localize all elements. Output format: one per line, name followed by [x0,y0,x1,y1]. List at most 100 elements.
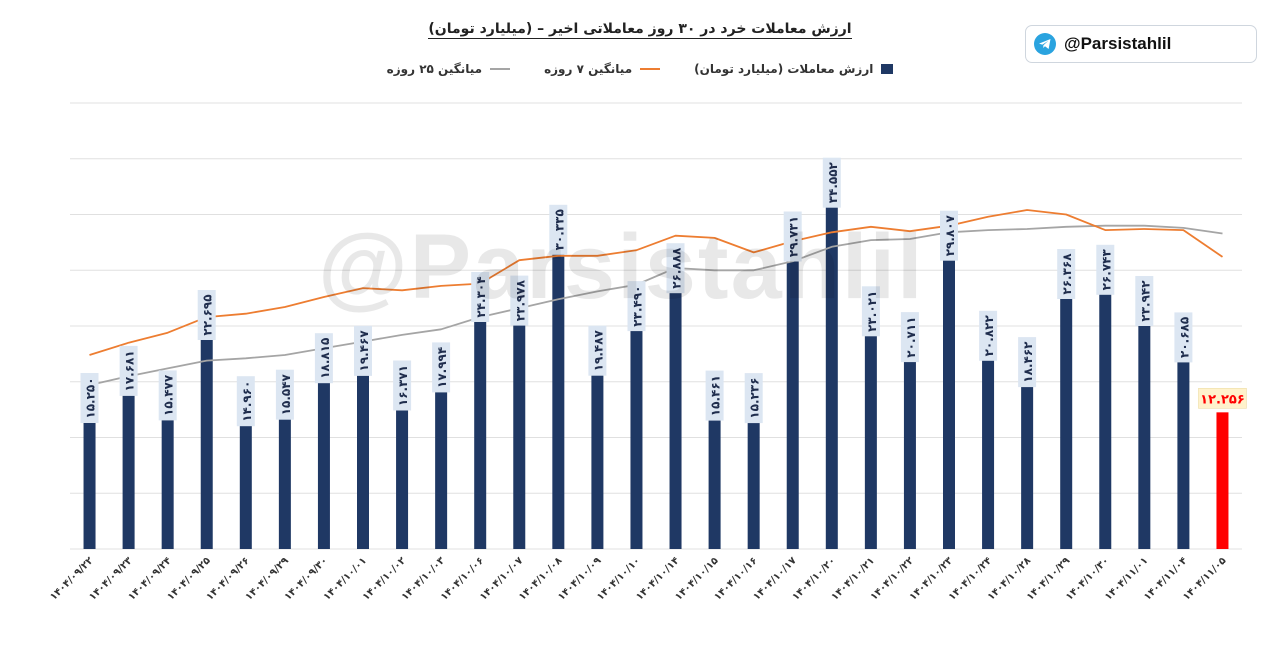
svg-text:۲۳.۴۹۰: ۲۳.۴۹۰ [631,286,645,327]
value-label-24: ۱۸.۴۶۲ [1018,337,1037,388]
bar-20 [864,292,877,549]
value-label-21: ۲۰.۷۱۱ [900,312,919,363]
svg-text:۲۰.۷۱۱: ۲۰.۷۱۱ [904,317,918,358]
legend-item-ma25: میانگین ۲۵ روزه [386,62,511,76]
svg-text:۱۵.۴۷۷: ۱۵.۴۷۷ [162,374,176,416]
line-ma25 [89,224,1223,386]
bar-18 [786,217,799,550]
value-label-20: ۲۳.۰۲۱ [861,286,880,337]
svg-text:۱۷.۶۸۱: ۱۷.۶۸۱ [123,350,137,391]
svg-text:۱۵.۵۴۷: ۱۵.۵۴۷ [279,373,293,415]
line-ma7 [89,209,1224,356]
value-label-10: ۲۴.۳۰۴ [471,272,490,322]
bar-21 [903,318,916,549]
bar-19 [825,163,838,550]
svg-text:۱۶.۳۷۱: ۱۶.۳۷۱ [396,365,410,406]
svg-text:۲۳.۹۴۲: ۲۳.۹۴۲ [1138,280,1152,322]
svg-text:۲۶.۸۸۸: ۲۶.۸۸۸ [670,247,684,289]
legend-label-ma7: میانگین ۷ روزه [544,62,633,76]
svg-text:۲۹.۸۰۷: ۲۹.۸۰۷ [943,214,957,256]
svg-text:۱۷.۹۹۴: ۱۷.۹۹۴ [435,347,449,388]
bar-28 [1177,318,1190,549]
bar-23 [982,316,995,549]
bar-10 [474,278,487,549]
value-label-6: ۱۸.۸۱۵ [314,333,333,384]
bar-7 [357,331,369,549]
legend-item-ma7: میانگین ۷ روزه [544,62,661,76]
bar-29 [1216,412,1229,549]
value-label-1: ۱۷.۶۸۱ [119,345,138,396]
value-label-8: ۱۶.۳۷۱ [393,360,412,411]
value-label-7: ۱۹.۴۶۷ [354,325,372,376]
value-label-29: ۱۲.۲۵۶ [1198,388,1247,409]
value-label-11: ۲۳.۹۷۸ [510,275,529,326]
legend-ma7-swatch [640,68,661,70]
value-label-13: ۱۹.۴۸۷ [588,325,607,376]
value-label-2: ۱۵.۴۷۷ [158,370,177,421]
bar-11 [513,281,526,549]
svg-text:۲۴.۳۰۴: ۲۴.۳۰۴ [474,276,488,317]
value-label-26: ۲۶.۷۴۳ [1096,244,1115,295]
gridlines [70,102,1242,550]
svg-text:۱۹.۴۶۷: ۱۹.۴۶۷ [357,330,371,372]
svg-text:۲۰.۸۲۲: ۲۰.۸۲۲ [982,315,996,357]
svg-text:۱۵.۲۳۶: ۱۵.۲۳۶ [748,378,762,419]
bar-22 [943,216,955,549]
value-label-9: ۱۷.۹۹۴ [432,342,451,393]
value-label-18: ۲۹.۷۳۱ [783,211,802,262]
bar-15 [669,249,682,550]
value-label-28: ۲۰.۶۸۵ [1174,312,1193,363]
value-label-15: ۲۶.۸۸۸ [666,243,685,294]
value-label-0: ۱۵.۲۵۰ [80,373,99,423]
svg-text:۳۴.۵۵۲: ۳۴.۵۵۲ [826,161,840,203]
value-label-17: ۱۵.۲۳۶ [744,373,763,424]
legend-item-value: ارزش معاملات (میلیارد تومان) [694,62,894,76]
value-label-3: ۲۲.۶۹۵ [197,290,216,340]
value-label-22: ۲۹.۸۰۷ [940,210,958,261]
value-label-25: ۲۶.۳۶۸ [1057,249,1076,299]
svg-text:۲۶.۷۴۳: ۲۶.۷۴۳ [1099,249,1113,291]
value-label-27: ۲۳.۹۴۲ [1135,276,1154,326]
bar-9 [435,348,448,549]
value-label-5: ۱۵.۵۴۷ [275,369,294,420]
telegram-handle-text: @Parsistahlil [1064,34,1172,53]
value-labels: ۱۵.۲۵۰ ۱۷.۶۸۱ ۱۵.۴۷۷ ۲۲.۶۹۵ ۱۴.۹۶۰ ۱۵.۵۴۷ ۱۸.۸… [80,157,1247,427]
svg-text:۲۹.۷۳۱: ۲۹.۷۳۱ [787,216,801,257]
svg-text:۱۴.۹۶۰: ۱۴.۹۶۰ [240,381,254,422]
bar-12 [552,210,565,549]
svg-text:۱۸.۴۶۲: ۱۸.۴۶۲ [1021,341,1035,383]
bar-26 [1099,250,1112,549]
value-label-14: ۲۳.۴۹۰ [627,281,646,332]
telegram-icon [1034,33,1056,55]
svg-text:۱۵.۴۶۱: ۱۵.۴۶۱ [709,375,723,416]
chart-title-wrap: ارزش معاملات خرد در ۳۰ روز معاملاتی اخیر… [0,18,1280,39]
value-label-16: ۱۵.۴۶۱ [705,370,724,421]
value-label-23: ۲۰.۸۲۲ [979,310,998,361]
value-label-4: ۱۴.۹۶۰ [236,376,255,427]
bar-27 [1138,282,1151,549]
legend-label-ma25: میانگین ۲۵ روزه [386,62,483,76]
x-axis-labels: ۱۴۰۴/۰۹/۲۲۱۴۰۴/۰۹/۲۳۱۴۰۴/۰۹/۲۴۱۴۰۴/۰۹/۲۵… [48,555,1228,603]
bar-8 [396,366,409,549]
bar-25 [1060,254,1073,549]
svg-text:۲۰.۶۸۵: ۲۰.۶۸۵ [1177,317,1191,358]
bar-24 [1021,343,1034,549]
bar-6 [317,339,330,549]
legend-ma25-swatch [490,68,511,70]
telegram-handle-badge: @Parsistahlil [1025,25,1257,63]
value-label-12: ۳۰.۳۳۵ [549,204,568,255]
svg-text:۲۳.۹۷۸: ۲۳.۹۷۸ [513,279,527,321]
bars [83,163,1229,550]
svg-text:۳۰.۳۳۵: ۳۰.۳۳۵ [552,209,566,250]
legend: ارزش معاملات (میلیارد تومان) میانگین ۷ ر… [0,62,1280,76]
bar-1 [122,351,135,549]
bar-14 [630,287,643,549]
svg-text:۲۳.۰۲۱: ۲۳.۰۲۱ [865,291,879,332]
svg-text:۱۹.۴۸۷: ۱۹.۴۸۷ [591,329,605,371]
svg-text:۲۲.۶۹۵: ۲۲.۶۹۵ [201,294,215,335]
average-lines [89,209,1224,386]
svg-text:۱۵.۲۵۰: ۱۵.۲۵۰ [84,377,98,418]
svg-text:۱۲.۲۵۶: ۱۲.۲۵۶ [1200,392,1245,407]
svg-text:۲۶.۳۶۸: ۲۶.۳۶۸ [1060,253,1074,295]
